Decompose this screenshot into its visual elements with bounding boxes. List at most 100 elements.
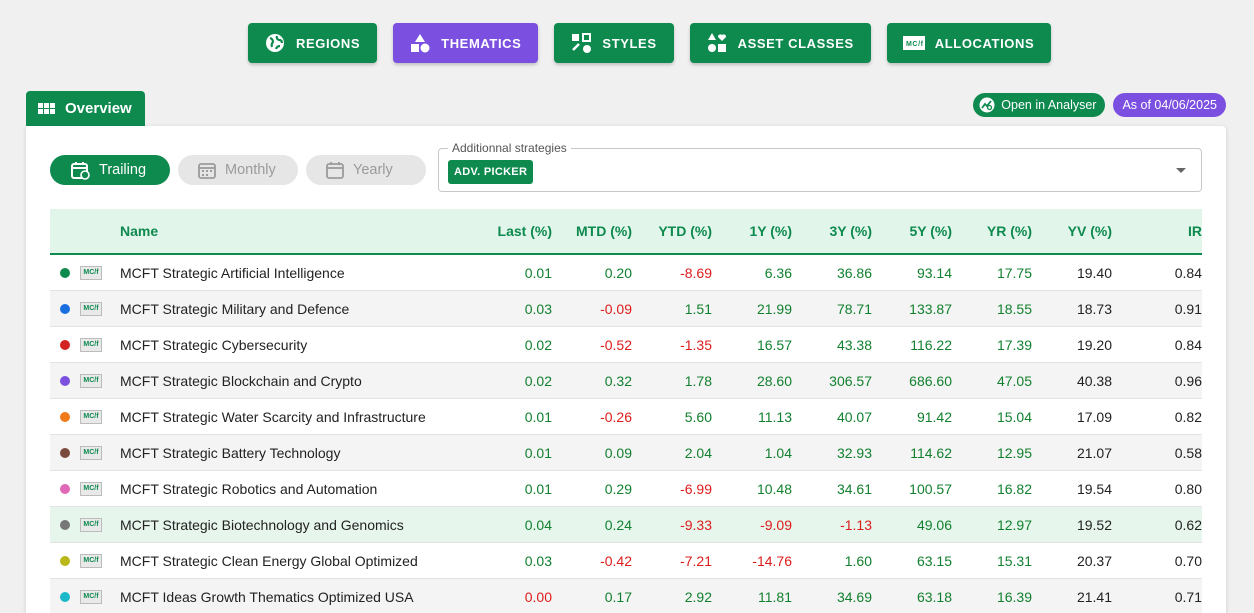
col-mtd[interactable]: MTD (%) (576, 223, 632, 239)
series-color-dot (60, 447, 70, 458)
strategy-name[interactable]: MCFT Strategic Biotechnology and Genomic… (120, 516, 404, 533)
calendar-icon (326, 161, 344, 179)
table-row[interactable]: MC/f MCFT Strategic Robotics and Automati… (50, 471, 1202, 507)
nav-styles-button[interactable]: STYLES (554, 23, 674, 63)
cell-value: 1.51 (684, 300, 712, 317)
strategy-name[interactable]: MCFT Strategic Water Scarcity and Infras… (120, 408, 426, 425)
table-row[interactable]: MC/f MCFT Strategic Water Scarcity and In… (50, 399, 1202, 435)
overview-tab[interactable]: Overview (26, 91, 145, 126)
nav-allocations-label: ALLOCATIONS (934, 35, 1035, 51)
cell-value: 0.71 (1174, 588, 1202, 605)
trailing-button[interactable]: Trailing (50, 155, 170, 185)
cell-value: 0.01 (524, 480, 552, 497)
mcft-logo-icon: MC/f (80, 265, 102, 280)
mcft-logo-icon: MC/f (80, 373, 102, 388)
col-ir[interactable]: IR (1188, 223, 1202, 239)
monthly-button[interactable]: Monthly (178, 155, 298, 185)
nav-thematics-button[interactable]: THEMATICS (393, 23, 539, 63)
col-1y[interactable]: 1Y (%) (749, 223, 792, 239)
cell-value: 0.84 (1174, 336, 1202, 353)
series-color-dot (60, 267, 70, 278)
cell-value: 0.20 (604, 264, 632, 281)
cell-value: 20.37 (1076, 552, 1112, 569)
cell-value: 0.01 (524, 264, 552, 281)
cell-value: 11.13 (758, 408, 792, 425)
col-last[interactable]: Last (%) (497, 223, 552, 239)
nav-allocations-button[interactable]: MC/f ALLOCATIONS (886, 23, 1052, 63)
strategy-name[interactable]: MCFT Strategic Clean Energy Global Optim… (120, 552, 418, 569)
cell-value: 116.22 (910, 336, 952, 353)
cell-value: 19.40 (1076, 264, 1112, 281)
cell-value: 1.78 (684, 372, 712, 389)
adv-picker-chip[interactable]: ADV. PICKER (448, 160, 534, 184)
nav-asset-classes-button[interactable]: ASSET CLASSES (689, 23, 871, 63)
grid-icon (38, 103, 55, 114)
mcft-logo-icon: MC/f (902, 32, 925, 54)
cell-value: 17.39 (996, 336, 1032, 353)
cell-value: 114.62 (910, 444, 952, 461)
yearly-label: Yearly (353, 162, 393, 178)
yearly-button[interactable]: Yearly (306, 155, 426, 185)
cell-value: 2.92 (684, 588, 712, 605)
cell-value: 0.82 (1174, 408, 1202, 425)
globe-icon (264, 32, 286, 54)
strategy-name[interactable]: MCFT Strategic Battery Technology (120, 444, 341, 461)
series-color-dot (60, 339, 70, 350)
header-pills: Open in Analyser As of 04/06/2025 (973, 93, 1226, 117)
cell-value: 0.02 (524, 372, 552, 389)
overview-card: Trailing Monthly Yearly Additionnal stra… (26, 126, 1226, 613)
as-of-date-label: As of 04/06/2025 (1122, 98, 1217, 112)
strategy-name[interactable]: MCFT Strategic Military and Defence (120, 300, 350, 317)
cell-value: 10.48 (756, 480, 792, 497)
series-color-dot (60, 303, 70, 314)
table-row[interactable]: MC/f MCFT Strategic Artificial Intelligen… (50, 255, 1202, 291)
cell-value: -0.09 (600, 300, 632, 317)
cell-value: 133.87 (909, 300, 952, 317)
cell-value: 1.60 (844, 552, 872, 569)
open-in-analyser-label: Open in Analyser (1001, 98, 1097, 112)
nav-regions-label: REGIONS (296, 35, 361, 51)
table-row[interactable]: MC/f MCFT Strategic Military and Defence 0… (50, 291, 1202, 327)
strategy-name[interactable]: MCFT Strategic Artificial Intelligence (120, 264, 345, 281)
cell-value: -1.35 (680, 336, 712, 353)
cell-value: 0.09 (604, 444, 632, 461)
table-row[interactable]: MC/f MCFT Strategic Clean Energy Global O… (50, 543, 1202, 579)
col-ytd[interactable]: YTD (%) (658, 223, 712, 239)
mcft-logo-icon: MC/f (80, 409, 102, 424)
cell-value: 40.38 (1076, 372, 1112, 389)
col-yr[interactable]: YR (%) (986, 223, 1032, 239)
cell-value: 0.62 (1174, 516, 1202, 533)
col-3y[interactable]: 3Y (%) (829, 223, 872, 239)
overview-title: Overview (65, 100, 132, 117)
col-name[interactable]: Name (120, 223, 159, 239)
cell-value: 34.69 (836, 588, 872, 605)
cell-value: 0.24 (604, 516, 632, 533)
col-yv[interactable]: YV (%) (1067, 223, 1112, 239)
cell-value: 5.60 (684, 408, 712, 425)
cell-value: -1.13 (840, 516, 872, 533)
nav-asset-classes-label: ASSET CLASSES (737, 35, 854, 51)
table-row[interactable]: MC/f MCFT Ideas Growth Thematics Optimize… (50, 579, 1202, 613)
cell-value: 19.54 (1076, 480, 1112, 497)
open-in-analyser-button[interactable]: Open in Analyser (973, 93, 1106, 117)
table-row[interactable]: MC/f MCFT Strategic Battery Technology 0.0… (50, 435, 1202, 471)
col-5y[interactable]: 5Y (%) (909, 223, 952, 239)
series-color-dot (60, 483, 70, 494)
table-row[interactable]: MC/f MCFT Strategic Biotechnology and Gen… (50, 507, 1202, 543)
additional-strategies-select[interactable]: Additionnal strategies ADV. PICKER (438, 141, 1202, 192)
strategy-name[interactable]: MCFT Ideas Growth Thematics Optimized US… (120, 588, 414, 605)
table-row[interactable]: MC/f MCFT Strategic Cybersecurity 0.02 -0.5… (50, 327, 1202, 363)
cell-value: -7.21 (680, 552, 712, 569)
cell-value: -6.99 (680, 480, 712, 497)
cell-value: 43.38 (836, 336, 872, 353)
strategy-name[interactable]: MCFT Strategic Cybersecurity (120, 336, 308, 353)
cell-value: 40.07 (836, 408, 872, 425)
table-header: Name Last (%) MTD (%) YTD (%) 1Y (%) 3Y … (50, 209, 1202, 255)
cell-value: -14.76 (752, 552, 792, 569)
nav-regions-button[interactable]: REGIONS (248, 23, 378, 63)
strategy-name[interactable]: MCFT Strategic Blockchain and Crypto (120, 372, 362, 389)
table-row[interactable]: MC/f MCFT Strategic Blockchain and Crypto… (50, 363, 1202, 399)
strategy-name[interactable]: MCFT Strategic Robotics and Automation (120, 480, 378, 497)
dropdown-arrow-icon[interactable] (1176, 168, 1186, 173)
cell-value: 6.36 (764, 264, 792, 281)
